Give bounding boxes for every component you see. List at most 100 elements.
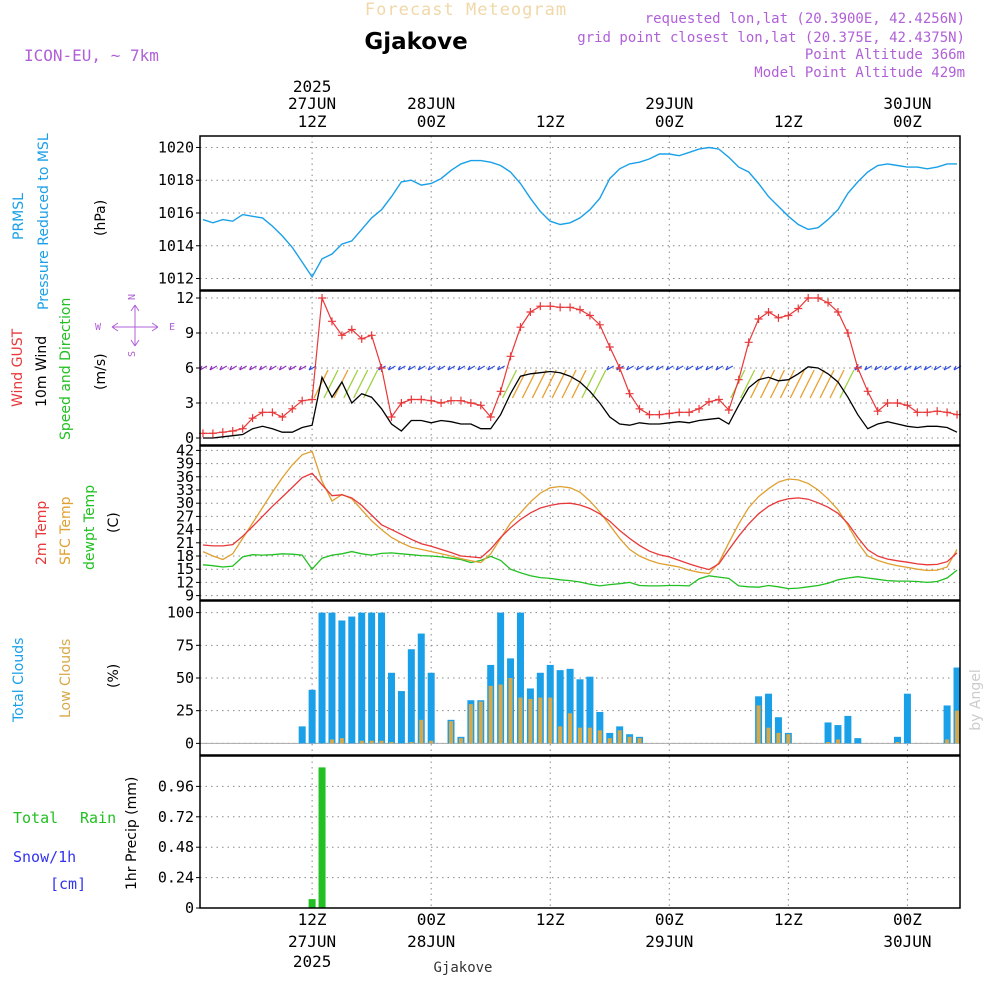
wind-direction-arrow [809,369,825,399]
precip-panel: 0 0.24 0.48 0.72 0.96 [158,755,961,917]
plot-frame [199,755,961,909]
low-cloud-bar [449,721,454,744]
wind-direction-arrow [561,369,577,399]
wind-gust-marker [923,408,932,417]
wind-gust-marker [337,331,346,340]
wind-direction-arrow [943,365,952,371]
wind-gust-marker [327,317,336,326]
wind-label-dir: Speed and Direction [58,298,74,440]
low-cloud-bar [508,678,513,744]
low-cloud-bar [369,740,374,744]
total-cloud-bar [298,726,306,744]
temp-label-sfc: SFC Temp [58,496,74,565]
wind-gust-marker [794,304,803,313]
wind-gust-marker [427,396,436,405]
total-cloud-bar [516,612,524,744]
wind-direction-arrow [923,365,932,371]
top-year-label: 2025 [293,77,332,96]
2m-temp-line [202,472,958,571]
wind-gust-marker [298,396,307,405]
total-cloud-bar [358,612,366,744]
total-cloud-bar [368,612,376,744]
y-tick-label: 3 [185,394,194,412]
compass-n: N [127,294,138,300]
y-tick-label: 12 [176,573,194,591]
y-tick-label: 1014 [158,237,194,255]
wind-direction-arrow [645,365,654,371]
wind-direction-arrow [239,365,247,371]
wind-direction-arrow [705,365,714,371]
wind-direction-arrow [427,365,436,371]
header: Forecast Meteogram Gjakove ICON-EU, ~ 7k… [24,0,984,976]
wind-gust-marker [943,408,952,417]
low-cloud-bar [955,710,960,744]
wind-direction-arrow [884,365,892,371]
total-cloud-bar [387,672,395,744]
pressure-line [202,146,957,279]
low-cloud-bar [826,742,831,744]
bottom-hour-label: 00Z [893,910,922,929]
low-cloud-bar [339,738,344,744]
y-tick-label: 24 [176,521,194,539]
wind-gust-marker [734,375,743,384]
total-cloud-bar [318,612,326,744]
total-cloud-bar [427,672,435,744]
plot-frame [199,445,961,601]
bottom-hour-label: 00Z [655,910,684,929]
y-tick-label: 0 [185,899,194,917]
y-tick-label: 42 [176,441,194,459]
wind-direction-arrow [571,369,587,399]
wind-gust-marker [308,395,317,404]
wind-gust-marker [853,364,862,372]
top-hour-label: 12Z [536,112,565,131]
wind-direction-arrow [541,369,557,399]
wind-label-unit: (m/s) [93,353,109,390]
clouds-label-unit: (%) [106,664,122,688]
low-cloud-bar [329,739,334,744]
pressure-label-name: Pressure Reduced to MSL [36,133,52,310]
bottom-hour-label: 12Z [536,910,565,929]
wind-direction-arrow [477,365,486,371]
total-cloud-bar [348,616,356,744]
wind-direction-arrow [447,365,456,371]
low-cloud-bar [578,727,582,744]
y-tick-label: 100 [167,604,194,622]
y-tick-label: 9 [185,587,194,605]
wind-gust-marker [476,401,485,410]
wind-gust-marker [248,414,257,423]
bottom-year-label: 2025 [293,952,332,971]
wind-gust-marker [675,408,684,417]
low-cloud-bar [597,730,602,744]
total-cloud-bar [497,612,505,744]
wind-direction-arrow [626,365,634,371]
wind-direction-arrow [819,369,835,399]
top-date-label: 30JUN [883,94,931,113]
wind-gust-marker [258,408,267,417]
wind-direction-arrow [353,369,369,399]
low-cloud-bar [458,738,463,744]
y-tick-label: 0.96 [158,777,194,795]
wind-direction-arrow [363,369,379,399]
wind-gust-marker [228,427,237,435]
clouds-panel: 0 25 50 75 100 [167,600,961,756]
pressure-label-unit: (hPa) [93,200,109,236]
wind-direction-arrow [487,365,496,371]
wind-direction-arrow [501,369,518,399]
low-cloud-bar [627,736,632,744]
wind-direction-arrow [417,365,426,371]
precip-label-snow: Snow/1h [13,848,76,866]
point-altitude: Point Altitude 366m [805,47,965,63]
wind-direction-arrow [789,369,805,399]
wind-direction-arrow [437,365,446,371]
wind-direction-arrow [219,365,228,371]
total-cloud-bar [378,612,386,744]
clouds-label-low: Low Clouds [58,639,74,718]
low-cloud-bar [895,742,900,744]
wind-direction-arrow [715,365,724,371]
pressure-label-prmsl: PRMSL [11,193,27,240]
wind-gust-marker [625,389,634,398]
low-cloud-bar [468,704,473,744]
total-cloud-bar [586,676,594,744]
y-tick-label: 36 [176,468,194,486]
